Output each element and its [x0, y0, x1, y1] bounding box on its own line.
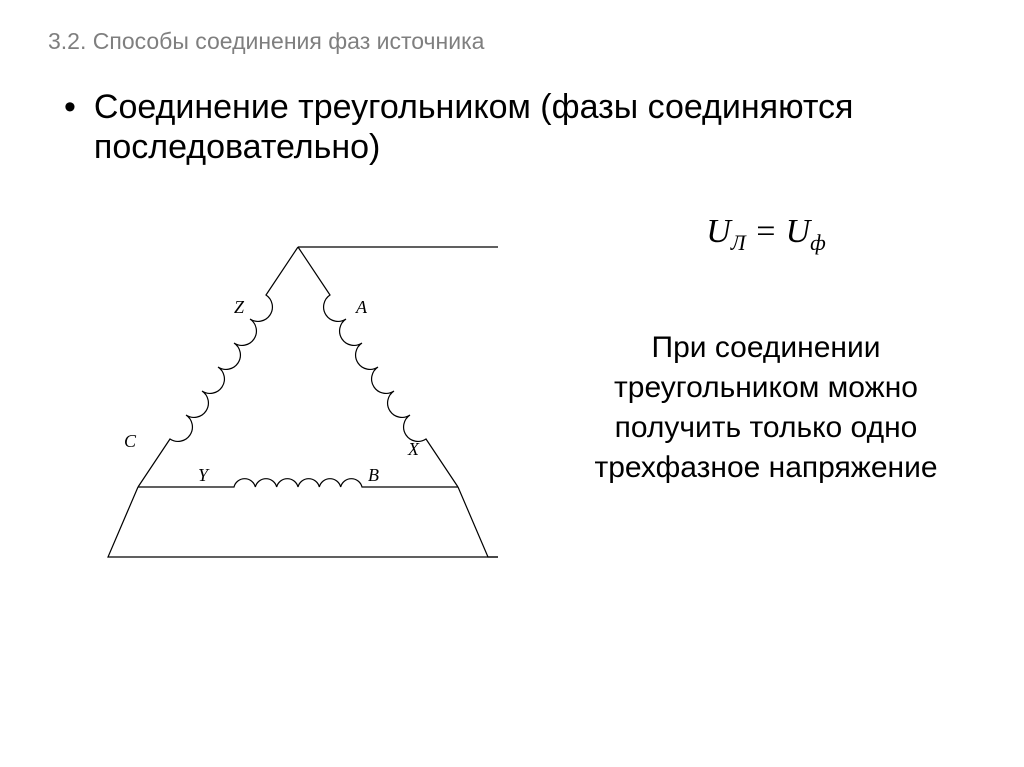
vertex-label-X: X	[407, 439, 420, 459]
bullet-marker: •	[64, 87, 76, 127]
vertex-label-C: C	[124, 431, 137, 451]
formula-lhs: U	[706, 213, 731, 250]
formula-rhs-sub: ф	[810, 230, 826, 255]
section-heading: 3.2. Способы соединения фаз источника	[48, 28, 984, 55]
diagram-column: Z A C X Y B	[48, 207, 538, 582]
formula-rhs: U	[786, 213, 811, 250]
right-column: UЛ = Uф При соединении треугольником мож…	[538, 207, 984, 488]
vertex-label-B: B	[368, 465, 379, 485]
formula-lhs-sub: Л	[731, 230, 746, 255]
slide: 3.2. Способы соединения фаз источника • …	[0, 0, 1024, 767]
bullet-item: • Соединение треугольником (фазы соединя…	[64, 87, 984, 167]
content-row: ZACXYB UЛ = Uф При соединении треугольни…	[48, 207, 984, 582]
explanation-text: При соединении треугольником можно получ…	[548, 328, 984, 488]
vertex-label-A: A	[355, 297, 368, 317]
vertex-label-Y: Y	[198, 465, 210, 485]
delta-connection-diagram: Z A C X Y B	[68, 217, 498, 577]
formula: UЛ = Uф	[548, 213, 984, 256]
bullet-text: Соединение треугольником (фазы соединяют…	[94, 87, 984, 167]
vertex-label-Z: Z	[234, 297, 245, 317]
formula-eq: =	[746, 213, 786, 250]
